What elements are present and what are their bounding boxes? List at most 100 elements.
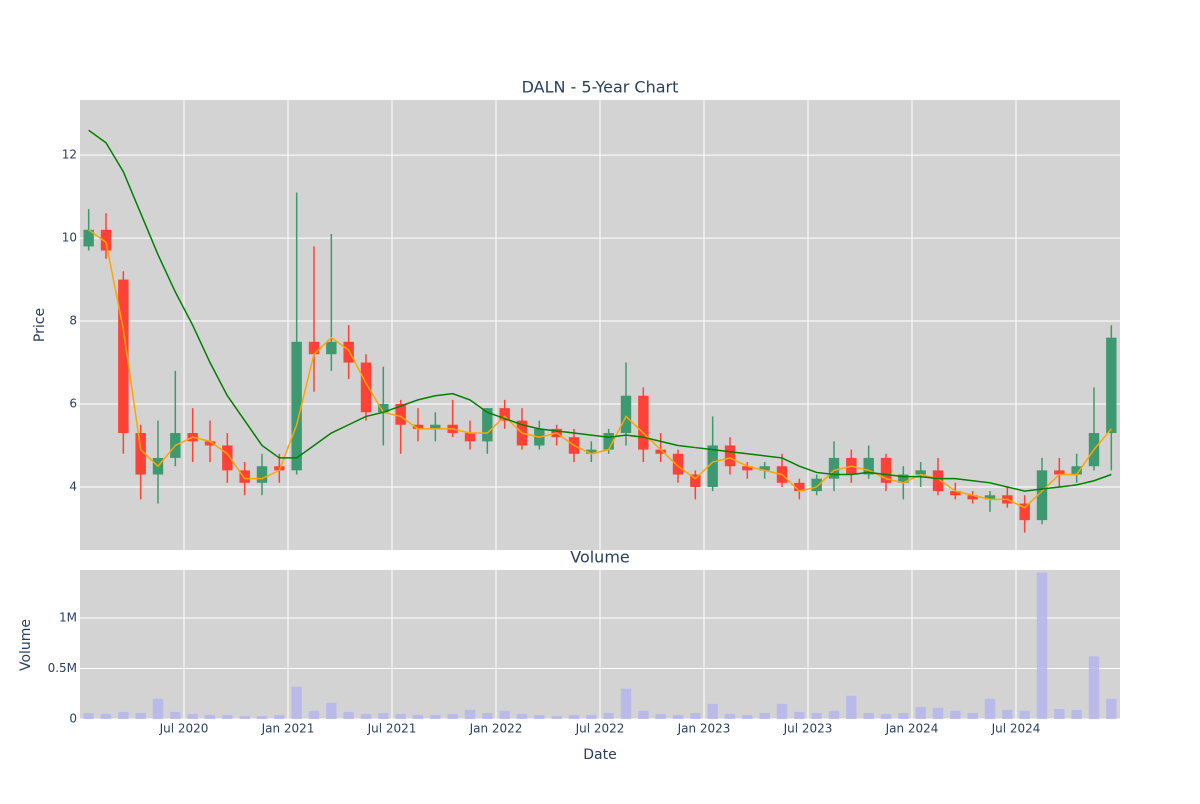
candle-body (343, 341, 354, 363)
volume-bar (950, 710, 961, 719)
candle-body (135, 433, 146, 475)
candle-body (222, 445, 233, 471)
candle-body (932, 470, 944, 492)
volume-bar (638, 710, 649, 719)
x-tick-label: Jul 2021 (367, 722, 417, 736)
candle-body (1036, 470, 1048, 521)
volume-bar (1054, 708, 1065, 719)
volume-bar (1019, 710, 1030, 719)
candle-body (499, 408, 510, 421)
y-tick-label: 4 (69, 479, 77, 493)
moving-average-line (88, 229, 1112, 509)
volume-bar (846, 695, 857, 719)
volume-bar (100, 713, 112, 719)
volume-bar (204, 714, 216, 719)
volume-bar (83, 712, 94, 719)
candle-body (291, 341, 302, 471)
volume-bar (326, 702, 337, 719)
volume-bar (152, 698, 164, 719)
volume-bar (759, 712, 770, 719)
y-tick-label: 1M (59, 610, 77, 624)
candle-body (412, 424, 424, 429)
candle-body (395, 404, 406, 425)
volume-bar (534, 714, 545, 719)
candle-body (707, 445, 718, 487)
candle-body (83, 229, 94, 247)
volume-bar (395, 713, 406, 719)
volume-bar (672, 714, 684, 719)
candle-body (1054, 470, 1065, 475)
y-tick-label: 0.5M (48, 661, 77, 675)
volume-bar (1106, 698, 1117, 719)
volume-bar (430, 714, 441, 719)
candle-body (742, 466, 753, 471)
candle-body (1106, 337, 1117, 434)
candle-body (482, 408, 493, 442)
candle-body (724, 445, 736, 467)
volume-bar (742, 714, 753, 719)
candle-body (586, 449, 597, 454)
volume-bar (447, 713, 458, 719)
candle-body (672, 453, 684, 475)
candle-body (100, 229, 112, 251)
volume-bar (135, 712, 146, 719)
y-tick-label: 6 (69, 397, 77, 411)
volume-bar (620, 688, 632, 719)
candle-body (794, 482, 805, 492)
volume-bar (378, 712, 389, 719)
volume-bar (880, 713, 892, 719)
candle-body (603, 433, 614, 450)
volume-bar (655, 713, 666, 719)
candle-body (308, 341, 320, 355)
x-axis-title: Date (583, 747, 616, 763)
volume-bar (568, 714, 580, 719)
volume-bar (898, 712, 909, 719)
volume-bar (516, 713, 528, 719)
volume-bar (776, 703, 788, 719)
chart-title: DALN - 5-Year Chart (522, 78, 679, 97)
x-tick-label: Jul 2020 (159, 722, 209, 736)
volume-bar (239, 715, 250, 719)
volume-bar (482, 712, 493, 719)
candle-body (378, 404, 389, 413)
x-tick-label: Jan 2021 (261, 722, 315, 736)
x-tick-label: Jan 2024 (885, 722, 939, 736)
moving-average-line (88, 129, 1112, 492)
volume-title: Volume (570, 548, 630, 567)
candle-body (984, 495, 996, 500)
candle-body (256, 466, 268, 483)
candle-body (1019, 503, 1030, 521)
volume-bar (464, 709, 476, 719)
candle-body (204, 441, 216, 446)
y-tick-label: 0 (69, 712, 77, 726)
candle-body (759, 466, 770, 471)
x-tick-label: Jul 2023 (783, 722, 833, 736)
x-tick-label: Jul 2024 (991, 722, 1041, 736)
y-tick-label: 8 (69, 314, 77, 328)
volume-bar (967, 712, 978, 719)
candle-body (239, 470, 250, 483)
candle-body (967, 495, 978, 500)
volume-bar (724, 713, 736, 719)
candle-body (811, 478, 822, 492)
volume-bar (811, 712, 822, 719)
candle-body (655, 449, 666, 454)
volume-bar (412, 714, 424, 719)
volume-bar (603, 712, 614, 719)
volume-bar (1088, 656, 1100, 719)
volume-bar (308, 710, 320, 719)
volume-bar (707, 703, 718, 719)
candle-body (915, 470, 926, 475)
y-tick-label: 12 (62, 148, 77, 162)
volume-bar (915, 706, 926, 719)
candle-body (828, 457, 840, 479)
candle-body (620, 395, 632, 434)
volume-bar (690, 712, 701, 719)
volume-bar (863, 712, 874, 719)
volume-bar (586, 714, 597, 719)
volume-bar (984, 698, 996, 719)
candle-body (638, 395, 649, 450)
candle-body (326, 341, 337, 355)
volume-bar (343, 711, 354, 719)
